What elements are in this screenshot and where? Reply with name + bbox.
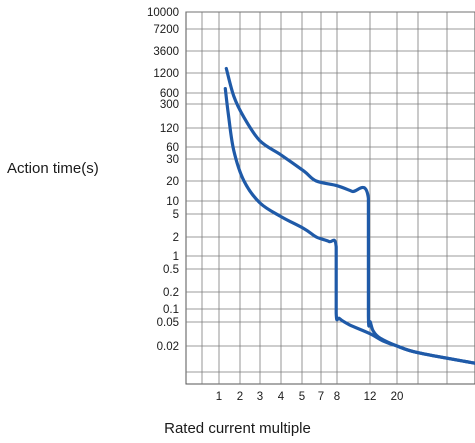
y-axis-label: Action time(s) bbox=[7, 160, 99, 177]
y-tick-label: 10 bbox=[166, 196, 179, 208]
curves bbox=[223, 66, 475, 365]
y-tick-label: 5 bbox=[173, 209, 179, 221]
y-tick-label: 0.2 bbox=[163, 287, 179, 299]
y-tick-label: 20 bbox=[166, 176, 179, 188]
x-tick-label: 3 bbox=[257, 391, 263, 403]
y-tick-label: 300 bbox=[160, 99, 179, 111]
x-tick-label: 1 bbox=[216, 391, 222, 403]
y-tick-label: 0.5 bbox=[163, 264, 179, 276]
y-tick-label: 60 bbox=[166, 142, 179, 154]
x-tick-label: 20 bbox=[391, 391, 404, 403]
lower-curve bbox=[223, 87, 475, 365]
upper-curve bbox=[224, 66, 475, 365]
y-tick-label: 30 bbox=[166, 154, 179, 166]
y-tick-label: 120 bbox=[160, 123, 179, 135]
tick-labels: 10000720036001200600300120603020105210.5… bbox=[147, 7, 403, 403]
grid bbox=[186, 11, 475, 384]
y-tick-label: 1 bbox=[173, 251, 179, 263]
y-tick-label: 0.1 bbox=[163, 304, 179, 316]
y-tick-label: 7200 bbox=[153, 24, 179, 36]
y-tick-label: 0.05 bbox=[157, 317, 179, 329]
x-tick-label: 4 bbox=[278, 391, 285, 403]
x-tick-label: 7 bbox=[318, 391, 324, 403]
x-tick-label: 8 bbox=[334, 391, 340, 403]
y-tick-label: 3600 bbox=[153, 46, 179, 58]
x-tick-label: 2 bbox=[237, 391, 243, 403]
y-tick-label: 1200 bbox=[153, 68, 179, 80]
y-tick-label: 600 bbox=[160, 88, 179, 100]
x-tick-label: 12 bbox=[364, 391, 377, 403]
plot-frame bbox=[185, 11, 475, 385]
x-axis-label: Rated current multiple bbox=[164, 420, 311, 437]
y-tick-label: 10000 bbox=[147, 7, 179, 19]
y-tick-label: 2 bbox=[173, 232, 179, 244]
x-tick-label: 5 bbox=[299, 391, 305, 403]
y-tick-label: 0.02 bbox=[157, 341, 179, 353]
